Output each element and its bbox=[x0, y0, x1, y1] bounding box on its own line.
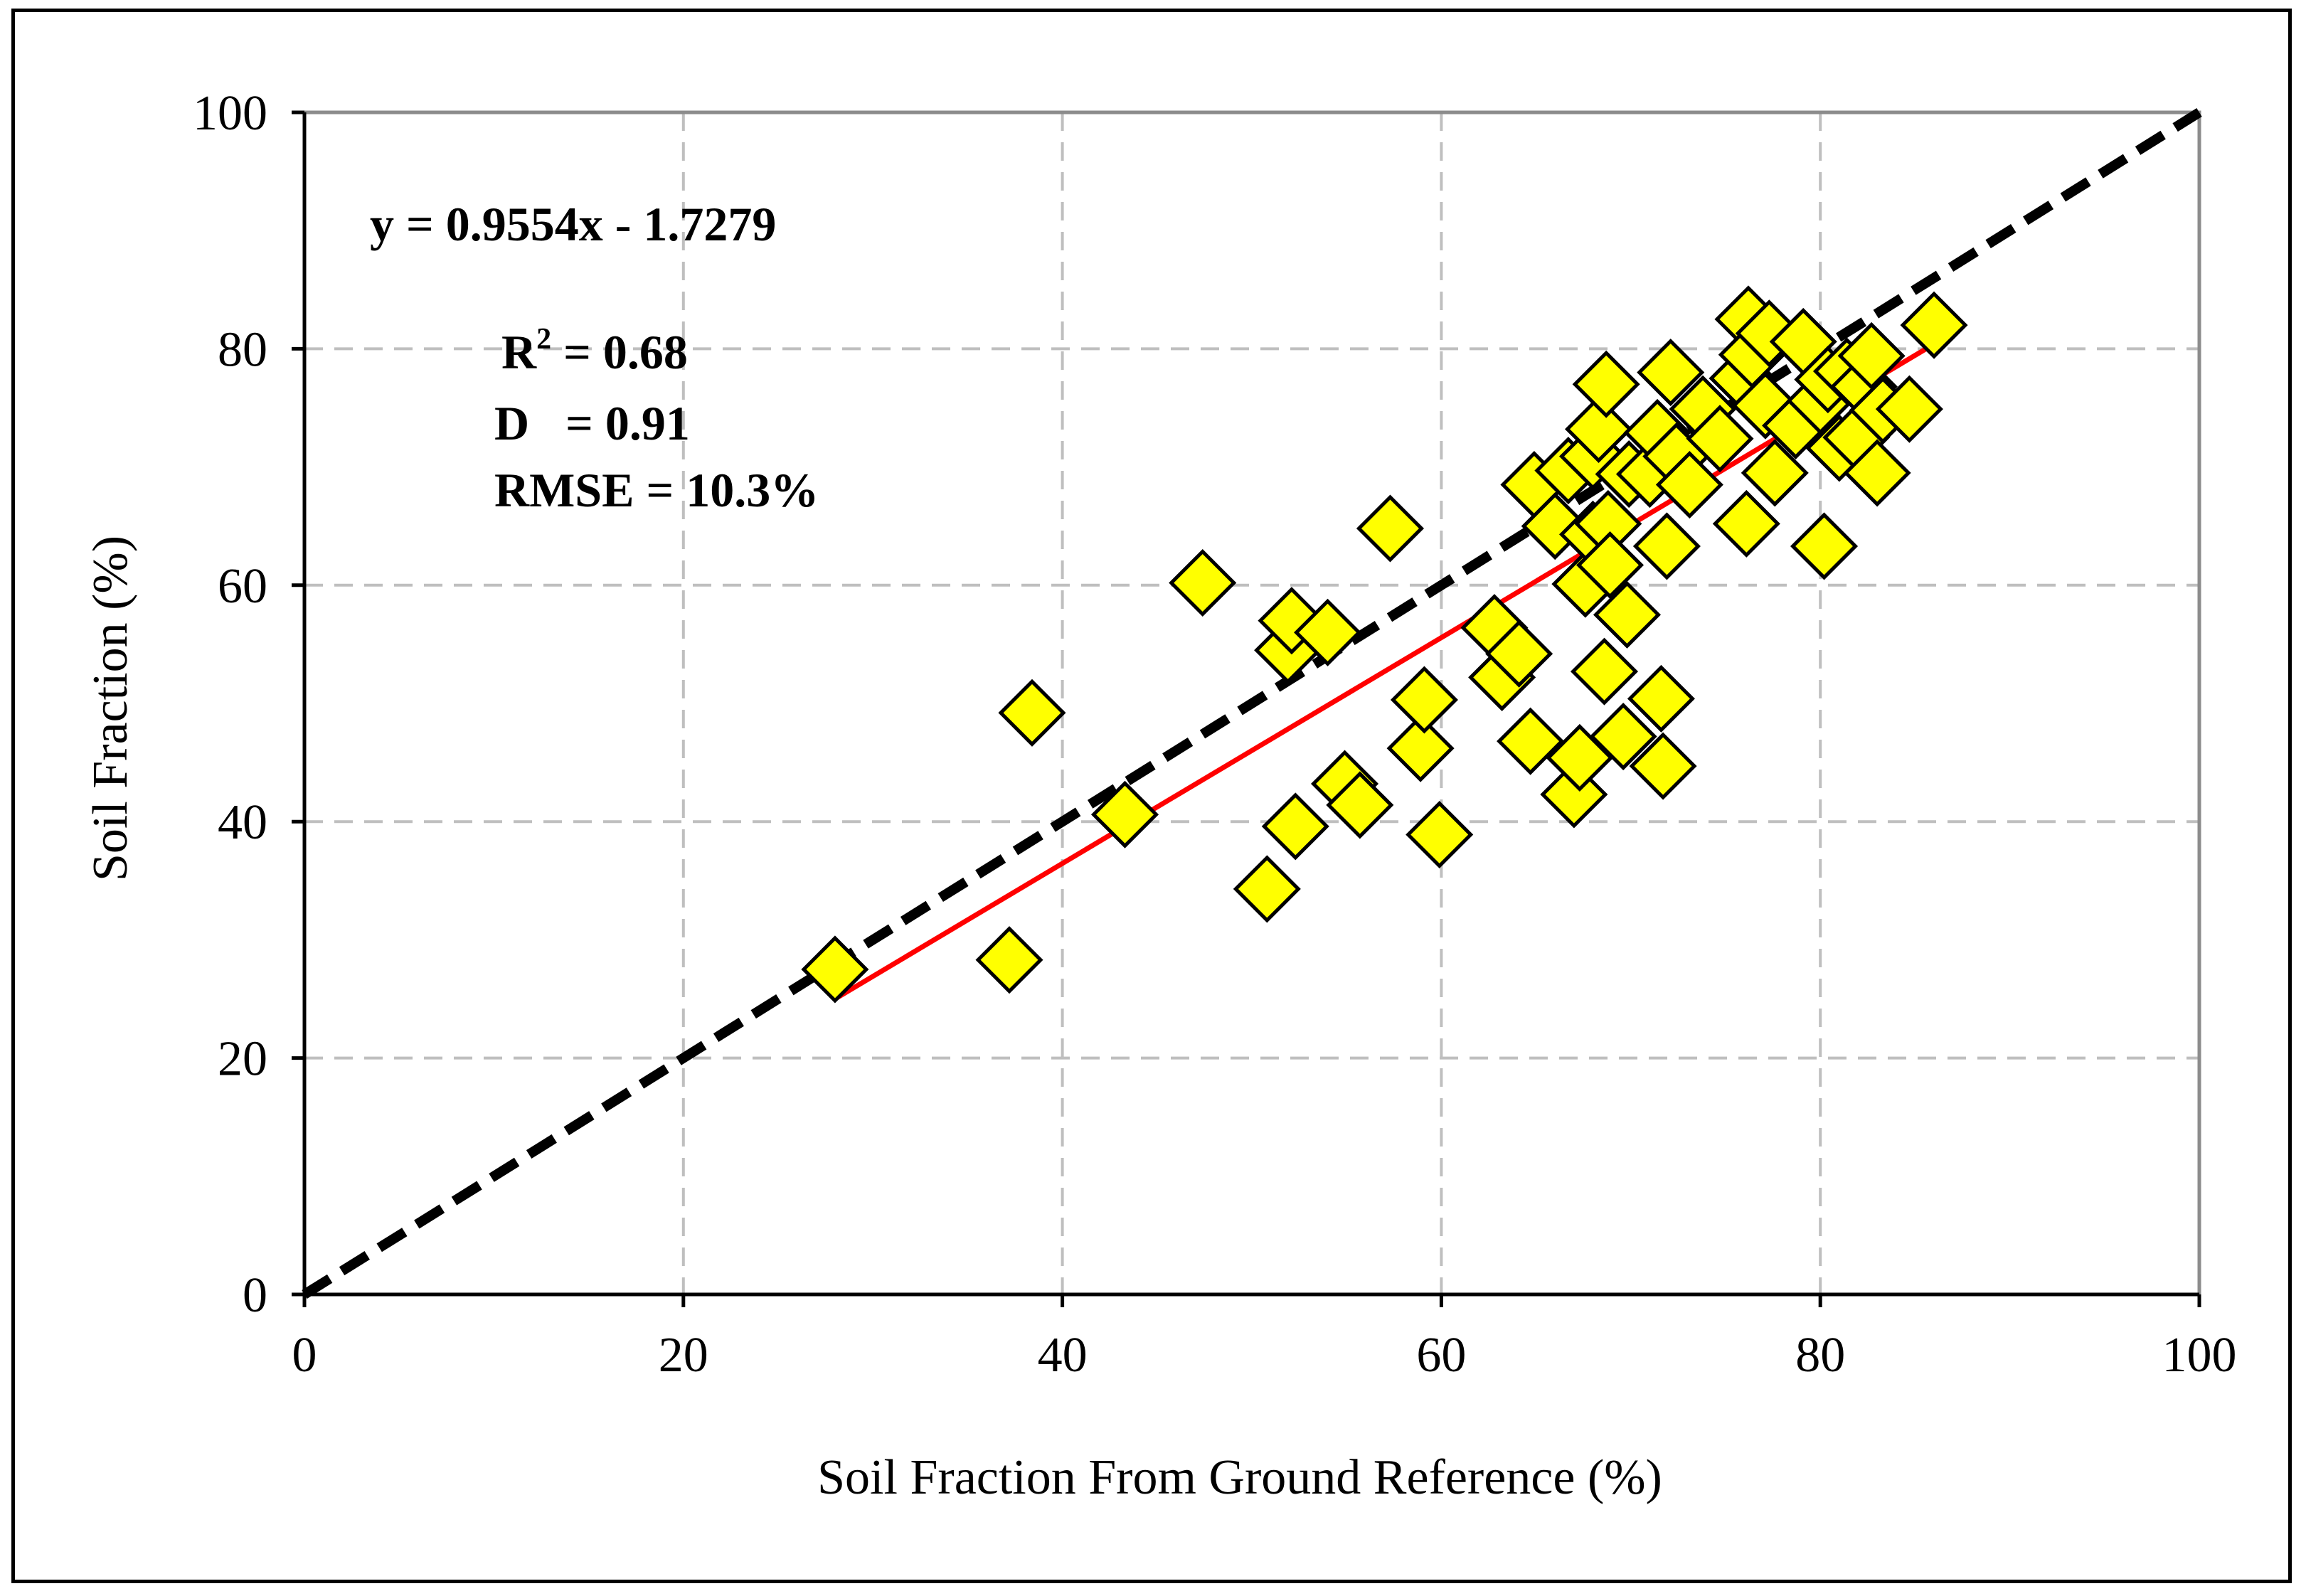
regression-equation: y = 0.9554x - 1.7279 bbox=[370, 197, 776, 251]
rmse-label: RMSE = 10.3% bbox=[494, 463, 819, 517]
data-point bbox=[1485, 619, 1553, 688]
data-point bbox=[1090, 780, 1159, 848]
data-point bbox=[1632, 512, 1701, 580]
y-tick-labels: 0 20 40 60 80 100 bbox=[193, 86, 304, 1323]
data-point bbox=[1570, 637, 1639, 706]
data-points bbox=[801, 285, 1968, 1004]
data-point bbox=[1326, 771, 1394, 839]
data-point bbox=[1497, 707, 1565, 775]
data-point bbox=[1875, 375, 1943, 443]
x-tick-label: 60 bbox=[1416, 1328, 1466, 1383]
gridlines bbox=[304, 112, 2199, 1294]
data-point bbox=[1390, 666, 1458, 734]
y-tick-label: 60 bbox=[218, 559, 267, 614]
x-axis-title: Soil Fraction From Ground Reference (%) bbox=[817, 1450, 1662, 1505]
axes bbox=[302, 112, 2199, 1297]
regression-fit-line bbox=[834, 341, 1935, 1001]
data-point bbox=[1261, 792, 1329, 861]
data-point bbox=[1356, 494, 1425, 563]
data-point bbox=[1843, 439, 1911, 507]
data-point bbox=[1712, 489, 1780, 558]
data-point bbox=[1294, 598, 1362, 666]
data-point bbox=[1686, 405, 1754, 473]
data-point bbox=[1655, 450, 1723, 519]
r-squared-label: R2 = 0.68 bbox=[501, 323, 688, 379]
data-point bbox=[1576, 531, 1645, 600]
data-point bbox=[1741, 439, 1809, 507]
x-tick-label: 100 bbox=[2162, 1328, 2237, 1383]
one-to-one-line bbox=[302, 108, 2202, 1299]
data-point bbox=[1790, 512, 1859, 580]
data-point bbox=[1406, 800, 1474, 869]
y-tick-label: 100 bbox=[193, 86, 267, 141]
y-tick-label: 20 bbox=[218, 1032, 267, 1087]
data-point bbox=[975, 926, 1043, 994]
data-point bbox=[1593, 580, 1662, 649]
x-tick-label: 0 bbox=[292, 1328, 317, 1383]
y-tick-label: 80 bbox=[218, 322, 267, 377]
data-point bbox=[1589, 703, 1657, 771]
data-point bbox=[1233, 855, 1301, 923]
data-point bbox=[801, 935, 869, 1004]
data-point bbox=[1386, 714, 1455, 782]
chart-frame bbox=[11, 9, 2292, 1583]
data-point bbox=[1637, 339, 1705, 407]
data-point bbox=[1629, 732, 1697, 800]
x-tick-label: 80 bbox=[1795, 1328, 1845, 1383]
x-tick-label: 20 bbox=[659, 1328, 708, 1383]
data-point bbox=[1900, 291, 1968, 359]
y-tick-label: 0 bbox=[243, 1268, 267, 1323]
y-axis-title: Soil Fraction (%) bbox=[83, 536, 138, 881]
data-point bbox=[1572, 350, 1640, 418]
data-point bbox=[998, 679, 1066, 747]
x-tick-label: 40 bbox=[1038, 1328, 1088, 1383]
data-point bbox=[1169, 548, 1237, 617]
y-tick-label: 40 bbox=[218, 795, 267, 850]
data-point bbox=[1564, 395, 1633, 463]
x-tick-labels: 0 20 40 60 80 100 bbox=[292, 1294, 2237, 1383]
d-statistic-label: D = 0.91 bbox=[494, 396, 690, 450]
data-point bbox=[1627, 664, 1695, 733]
data-point bbox=[1837, 321, 1906, 390]
